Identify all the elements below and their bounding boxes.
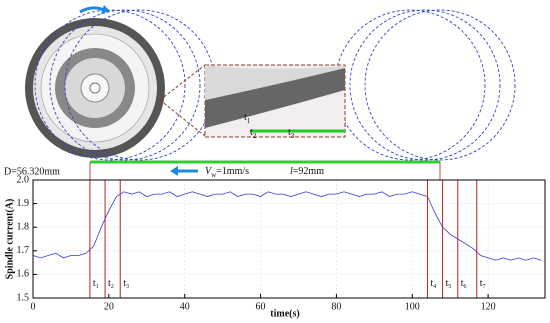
y-tick-label: 1.5 [17, 292, 30, 303]
inset-label-main: t [244, 112, 247, 123]
x-tick-label: 100 [405, 301, 420, 312]
velocity-value: =1mm/s [216, 166, 249, 177]
time-marker-main: t [93, 278, 96, 289]
inset-label: t3 [288, 127, 295, 139]
wheel-diagram [25, 5, 516, 180]
time-marker-label: t4 [430, 278, 436, 290]
time-marker-sub: 6 [464, 284, 467, 290]
x-tick-label: 60 [256, 301, 266, 312]
zoom-line [159, 64, 206, 101]
x-tick-label: 40 [180, 301, 190, 312]
inset-label-main: t [250, 127, 253, 138]
time-marker-sub: 4 [433, 284, 436, 290]
time-marker-label: t5 [446, 278, 452, 290]
inset-label-sub: 3 [291, 132, 295, 140]
x-axis-label: time(s) [270, 308, 299, 319]
inset-label: t1 [244, 112, 251, 124]
rotation-arrow-head [101, 5, 110, 14]
x-tick-label: 20 [104, 301, 114, 312]
y-tick-label: 1.8 [17, 221, 30, 232]
x-tick-label: 120 [481, 301, 496, 312]
feed-arrow-head [170, 166, 178, 176]
time-marker-main: t [480, 278, 483, 289]
y-tick-label: 1.6 [17, 269, 30, 280]
time-marker-label: t2 [108, 278, 114, 290]
velocity-sub: w [211, 171, 217, 179]
path-circle [34, 9, 186, 161]
time-marker-main: t [108, 278, 111, 289]
inset-label-main: t [288, 127, 291, 138]
path-circle [349, 9, 501, 161]
length-value: =92mm [293, 166, 324, 177]
x-tick-label: 80 [331, 301, 341, 312]
time-marker-main: t [430, 278, 433, 289]
y-tick-label: 1.9 [17, 198, 30, 209]
current-line [32, 191, 542, 261]
length-label: l=92mm [290, 166, 324, 177]
time-marker-main: t [446, 278, 449, 289]
x-tick-label: 0 [31, 301, 36, 312]
wheel-axis [89, 82, 101, 94]
inset-wheel-band [205, 68, 345, 128]
velocity-symbol: V [205, 166, 213, 177]
time-marker-sub: 5 [448, 284, 451, 290]
inset-label-sub: 1 [247, 117, 251, 125]
diameter-label: D=56.320mm [4, 166, 60, 177]
time-marker-label: t1 [93, 278, 99, 290]
time-marker-label: t7 [480, 278, 486, 290]
time-marker-sub: 7 [483, 284, 486, 290]
rotation-arrow [79, 6, 105, 14]
y-tick-label: 1.7 [17, 245, 30, 256]
velocity-label: Vw=1mm/s [205, 166, 249, 178]
time-marker-sub: 1 [96, 284, 99, 290]
inset-label: t2 [250, 127, 257, 139]
plot-frame [32, 179, 546, 299]
y-tick-label: 2.0 [17, 174, 30, 185]
y-axis-label: Spindle current(A) [4, 199, 15, 280]
time-marker-main: t [461, 278, 464, 289]
time-marker-label: t3 [123, 278, 129, 290]
time-marker-label: t6 [461, 278, 467, 290]
path-circle [334, 9, 486, 161]
inset-label-sub: 2 [253, 132, 257, 140]
time-marker-sub: 3 [126, 284, 129, 290]
path-circle [49, 9, 201, 161]
path-circle [364, 9, 516, 161]
time-marker-sub: 2 [111, 284, 114, 290]
inset-wheel-face [205, 65, 345, 100]
time-marker-main: t [123, 278, 126, 289]
length-symbol: l [290, 166, 293, 177]
